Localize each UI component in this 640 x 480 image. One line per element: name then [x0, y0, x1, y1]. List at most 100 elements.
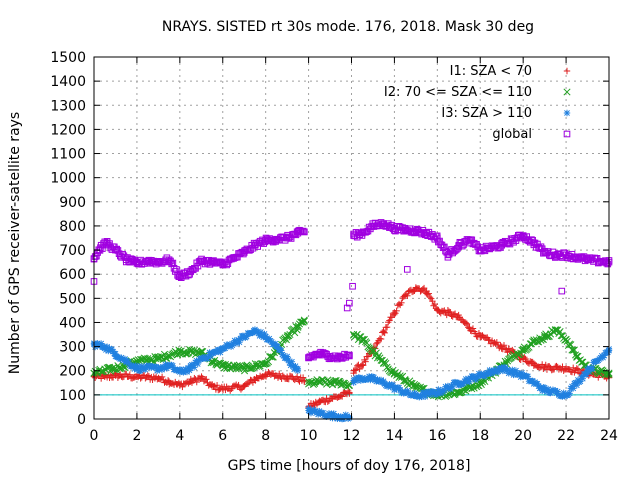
data-point: [97, 368, 105, 376]
data-point: [277, 347, 285, 354]
legend-marker: [563, 88, 571, 96]
outlier-point: [558, 287, 566, 295]
data-point: [193, 378, 200, 386]
data-point: [445, 308, 453, 315]
x-tick-label: 22: [557, 428, 575, 444]
data-point: [194, 360, 201, 368]
data-point: [546, 363, 553, 370]
data-point: [443, 311, 450, 319]
series-2: [90, 326, 613, 423]
x-tick-label: 10: [300, 428, 318, 444]
x-tick-label: 6: [218, 428, 227, 444]
data-point: [538, 335, 546, 343]
data-point: [500, 342, 508, 349]
data-point: [383, 323, 391, 331]
data-point: [293, 373, 301, 380]
y-tick-label: 0: [77, 412, 86, 428]
data-point: [260, 360, 268, 368]
data-point: [261, 360, 269, 368]
data-point: [574, 352, 582, 360]
data-point: [578, 358, 586, 366]
data-point: [97, 340, 105, 347]
x-tick-label: 16: [428, 428, 446, 444]
data-point: [382, 359, 390, 367]
y-tick-label: 1100: [50, 147, 86, 163]
x-tick-label: 0: [90, 428, 99, 444]
data-point: [393, 307, 400, 315]
data-point: [364, 353, 372, 360]
data-point: [185, 380, 192, 387]
y-tick-label: 1300: [50, 98, 86, 114]
x-tick-label: 12: [343, 428, 361, 444]
data-point: [527, 340, 535, 348]
data-point: [362, 358, 369, 365]
legend-label: I3: SZA > 110: [441, 106, 532, 121]
data-point: [540, 365, 547, 372]
legend-label: global: [492, 127, 532, 142]
data-point: [126, 371, 134, 378]
data-point: [573, 365, 580, 372]
data-point: [469, 325, 477, 332]
data-point: [381, 329, 388, 337]
legend-marker: [563, 109, 571, 117]
y-tick-label: 200: [59, 364, 86, 380]
data-point: [398, 299, 405, 306]
data-point: [567, 341, 575, 349]
data-point: [431, 300, 438, 308]
data-point: [552, 326, 561, 334]
data-point: [284, 332, 292, 340]
data-point: [493, 339, 501, 346]
legend: I1: SZA < 70 I2: 70 <= SZA <= 110 I3: SZA …: [384, 64, 571, 142]
data-point: [282, 336, 290, 344]
data-point: [203, 376, 210, 383]
data-point: [462, 319, 470, 327]
data-point: [294, 365, 302, 373]
y-tick-label: 1200: [50, 122, 86, 138]
data-point: [213, 382, 221, 389]
data-point: [269, 353, 277, 361]
data-point: [569, 346, 577, 354]
data-point: [373, 354, 382, 362]
x-tick-label: 14: [386, 428, 404, 444]
data-point: [299, 374, 307, 381]
data-point: [351, 367, 359, 374]
data-point: [219, 360, 227, 368]
data-point: [198, 373, 205, 380]
data-point: [356, 365, 363, 373]
data-point: [556, 327, 564, 336]
data-point: [568, 346, 576, 354]
data-point: [109, 364, 117, 372]
y-tick-label: 1500: [50, 50, 86, 66]
data-point: [144, 372, 151, 379]
data-point: [186, 367, 193, 374]
data-point: [344, 387, 352, 395]
data-point: [359, 362, 367, 369]
y-tick-label: 1000: [50, 171, 86, 187]
data-point: [373, 340, 380, 348]
data-point: [268, 353, 276, 361]
data-point: [375, 352, 383, 360]
data-point: [566, 390, 573, 397]
data-point: [553, 362, 560, 370]
y-tick-label: 300: [59, 340, 86, 356]
y-tick-label: 100: [59, 388, 86, 404]
data-point: [293, 326, 301, 334]
data-point: [338, 393, 346, 400]
data-point: [158, 373, 166, 381]
legend-label: I2: 70 <= SZA <= 110: [384, 85, 532, 100]
y-tick-label: 600: [59, 267, 86, 283]
data-point: [404, 292, 411, 299]
x-tick-label: 24: [600, 428, 618, 444]
data-point: [360, 335, 368, 344]
chart-title: NRAYS. SISTED rt 30s mode. 176, 2018. Ma…: [162, 19, 534, 35]
y-tick-label: 800: [59, 219, 86, 235]
data-point: [311, 379, 319, 388]
x-tick-label: 20: [514, 428, 532, 444]
outlier-point: [403, 266, 411, 273]
data-point: [346, 390, 353, 397]
data-point: [300, 317, 308, 325]
data-point: [298, 318, 306, 326]
data-point: [345, 381, 353, 390]
y-tick-label: 1400: [50, 74, 86, 90]
